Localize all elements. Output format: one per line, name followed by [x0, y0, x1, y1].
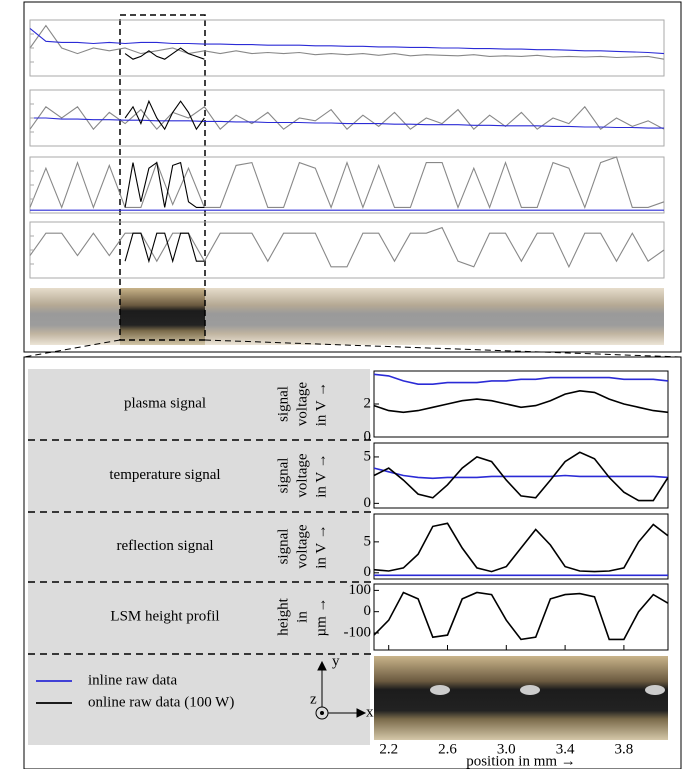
y-tick-label: 5 — [364, 448, 372, 464]
x-tick-label: 2.2 — [379, 741, 398, 757]
image-spots — [430, 685, 665, 695]
overview-frame — [23, 1, 682, 353]
y-axis-label: signal — [275, 529, 291, 565]
y-tick-label: 0 — [364, 495, 372, 511]
axis-x: x — [366, 704, 374, 720]
series-line — [373, 373, 669, 385]
y-tick-label: -100 — [344, 624, 372, 640]
y-tick-label: 0 — [364, 564, 372, 580]
y-axis-label: in — [294, 611, 310, 623]
series-line — [124, 47, 205, 60]
series-line — [29, 24, 665, 60]
y-axis-label: in V → — [313, 453, 329, 497]
plot-frame — [29, 221, 665, 279]
x-tick-label: 3.0 — [497, 741, 516, 757]
y-axis-label: voltage — [294, 453, 310, 497]
series-line — [373, 467, 669, 480]
y-axis-label: in V → — [313, 382, 329, 426]
row-label: temperature signal — [109, 467, 220, 483]
y-tick-label: 0 — [364, 603, 372, 619]
coordinate-system — [315, 660, 367, 720]
row-separators — [28, 439, 372, 655]
y-axis-label: signal — [275, 386, 291, 422]
plot-frame — [373, 442, 669, 509]
series-line — [124, 99, 205, 131]
legend-label: online raw data (100 W) — [88, 694, 234, 710]
y-tick-label: 100 — [349, 582, 372, 598]
y-tick-label: 0 — [364, 428, 372, 444]
zoom-line — [23, 339, 121, 358]
x-tick-label: 3.8 — [615, 741, 634, 757]
x-tick-label: 3.4 — [556, 741, 575, 757]
zoom-box — [119, 14, 206, 341]
row-label: LSM height profil — [110, 608, 219, 624]
series-line — [373, 591, 669, 641]
y-axis-label: µm → — [313, 597, 329, 636]
row-label: plasma signal — [124, 395, 206, 411]
x-tick-label: 2.6 — [438, 741, 457, 757]
axis-y: y — [332, 653, 340, 669]
series-line — [124, 232, 205, 264]
y-tick-label: 5 — [364, 533, 372, 549]
overview-image-highlight — [120, 288, 205, 345]
plot-frame — [373, 583, 669, 651]
series-line — [29, 27, 665, 55]
series-line — [124, 161, 205, 208]
x-axis-label: position in mm → — [466, 753, 576, 769]
y-tick-label: 2 — [364, 395, 372, 411]
label-panel — [28, 369, 370, 745]
y-axis-label: voltage — [294, 524, 310, 568]
series-line — [29, 156, 665, 210]
y-axis-label: height — [275, 597, 291, 635]
axis-z: z — [310, 691, 317, 707]
legend-label: inline raw data — [88, 672, 177, 688]
y-axis-label: voltage — [294, 382, 310, 426]
y-axis-label: signal — [275, 458, 291, 494]
series-line — [373, 451, 669, 502]
series-line — [373, 389, 669, 414]
series-line — [373, 522, 669, 573]
plot-frame — [373, 513, 669, 580]
row-label: reflection signal — [116, 538, 213, 554]
y-axis-label: in V → — [313, 524, 329, 568]
detail-image — [374, 656, 668, 740]
series-line — [30, 117, 664, 129]
series-line — [29, 105, 665, 131]
